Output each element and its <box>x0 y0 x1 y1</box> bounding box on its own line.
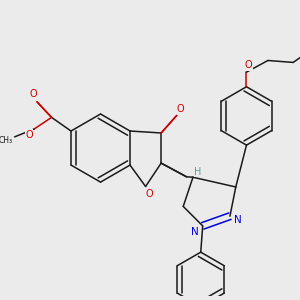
Text: CH₃: CH₃ <box>0 136 13 145</box>
Text: O: O <box>244 60 252 70</box>
Text: N: N <box>191 227 199 237</box>
Text: H: H <box>194 167 202 177</box>
Text: O: O <box>146 189 153 199</box>
Text: O: O <box>177 103 184 114</box>
Text: N: N <box>234 215 242 225</box>
Text: O: O <box>29 89 37 99</box>
Text: O: O <box>26 130 33 140</box>
